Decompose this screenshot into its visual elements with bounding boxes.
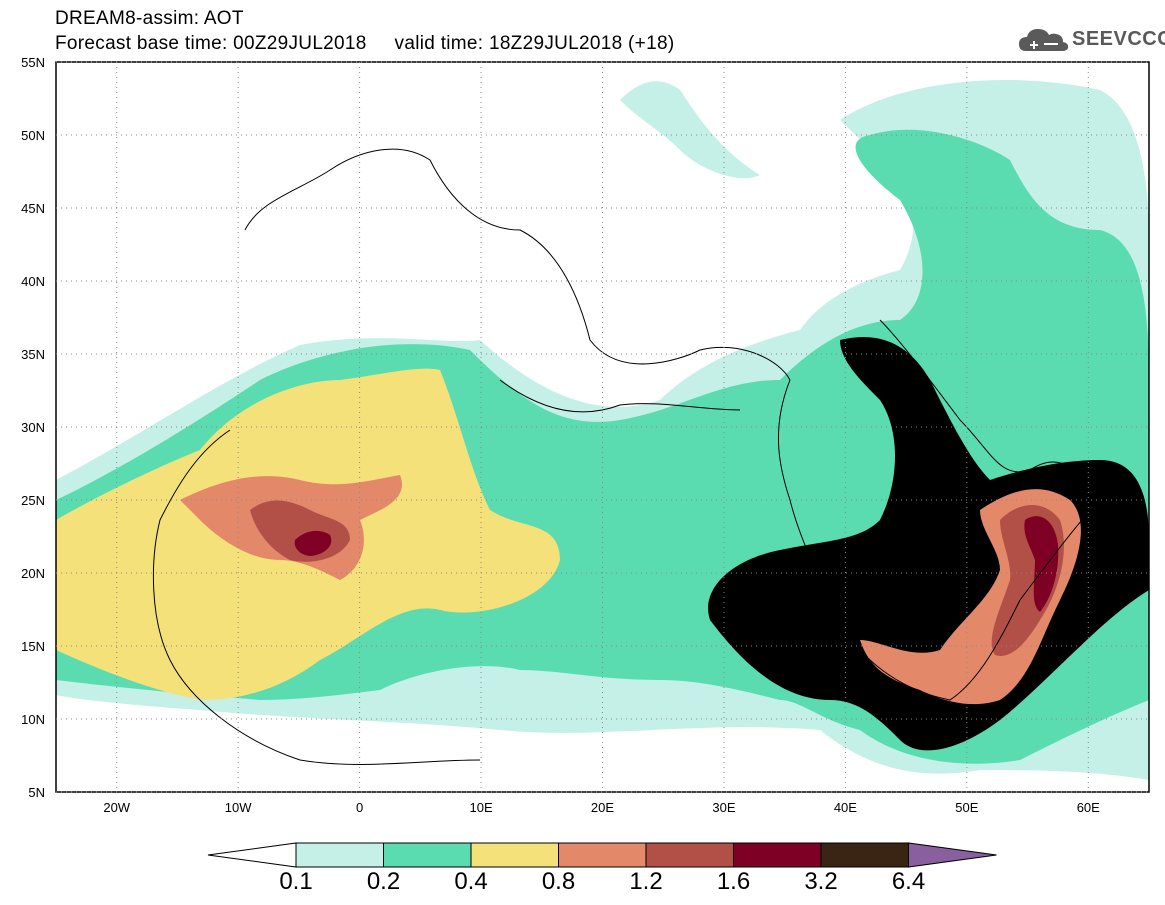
colorbar-label: 0.8 bbox=[541, 868, 576, 895]
colorbar-under-arrow bbox=[207, 842, 297, 868]
colorbar-segment bbox=[820, 842, 909, 868]
map-title: DREAM8-assim: AOT bbox=[55, 8, 244, 29]
cloud-icon bbox=[1019, 29, 1069, 51]
colorbar-segment bbox=[558, 842, 647, 868]
colorbar-label: 1.6 bbox=[716, 868, 751, 895]
lat-tick-label: 50N bbox=[21, 128, 45, 143]
colorbar-label: 3.2 bbox=[804, 868, 838, 895]
lon-tick-label: 20E bbox=[591, 800, 614, 815]
colorbar-segment bbox=[645, 842, 734, 868]
lon-tick-label: 60E bbox=[1077, 800, 1100, 815]
aot-1.6-field bbox=[1024, 516, 1059, 612]
lat-tick-label: 5N bbox=[28, 785, 45, 800]
lat-tick-label: 25N bbox=[21, 493, 45, 508]
colorbar-over-arrow bbox=[908, 842, 997, 868]
coastlines bbox=[152, 148, 1101, 765]
colorbar-label: 0.2 bbox=[366, 868, 401, 895]
colorbar-label: 1.2 bbox=[629, 868, 663, 895]
lon-tick-label: 40E bbox=[834, 800, 857, 815]
logo-text: SEEVCCC bbox=[1072, 28, 1165, 50]
lat-tick-label: 40N bbox=[21, 274, 45, 289]
lat-tick-label: 35N bbox=[21, 347, 45, 362]
colorbar-label: 6.4 bbox=[891, 868, 926, 895]
colorbar-segment bbox=[470, 842, 559, 868]
lat-tick-label: 15N bbox=[21, 639, 45, 654]
aot-colorbar bbox=[207, 842, 997, 868]
lon-tick-label: 10E bbox=[469, 800, 492, 815]
aot-1.6-field bbox=[294, 530, 332, 556]
colorbar-segment bbox=[383, 842, 472, 868]
lat-tick-label: 20N bbox=[21, 566, 45, 581]
lon-tick-label: 50E bbox=[955, 800, 978, 815]
colorbar-label: 0.4 bbox=[454, 868, 488, 895]
forecast-time-info: Forecast base time: 00Z29JUL2018 valid t… bbox=[55, 33, 675, 54]
colorbar-label: 0.1 bbox=[279, 868, 313, 895]
aot-0.4-field bbox=[708, 336, 1149, 751]
lon-tick-label: 30E bbox=[712, 800, 735, 815]
lat-tick-label: 30N bbox=[21, 420, 45, 435]
colorbar-segment bbox=[295, 842, 384, 868]
lon-tick-label: 20W bbox=[103, 800, 130, 815]
aot-0.1-field bbox=[620, 81, 760, 179]
lat-tick-label: 10N bbox=[21, 712, 45, 727]
lat-tick-label: 55N bbox=[21, 55, 45, 70]
colorbar-segment bbox=[733, 842, 822, 868]
lon-tick-label: 10W bbox=[225, 800, 252, 815]
seevccc-logo: SEEVCCC bbox=[1018, 25, 1165, 55]
lat-tick-label: 45N bbox=[21, 201, 45, 216]
lon-tick-label: 0 bbox=[356, 800, 363, 815]
